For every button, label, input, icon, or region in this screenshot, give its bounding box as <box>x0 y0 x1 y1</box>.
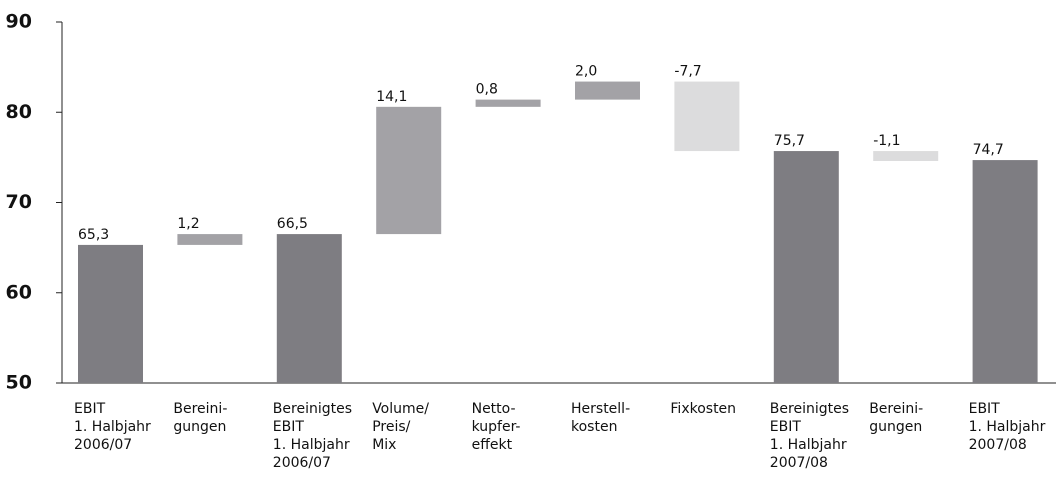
bar <box>575 81 640 100</box>
y-tick-label: 80 <box>6 101 32 123</box>
x-tick-label: Herstell- <box>571 401 630 417</box>
bar <box>78 244 143 383</box>
x-tick-label: 2007/08 <box>770 455 828 471</box>
x-tick-label: 1. Halbjahr <box>969 419 1046 435</box>
x-tick-label: 2006/07 <box>74 437 132 453</box>
x-tick-label: Bereinigtes <box>770 401 849 417</box>
x-tick-label: effekt <box>472 437 513 453</box>
x-tick-label: Preis/ <box>372 419 410 435</box>
x-tick-label: Bereinigtes <box>273 401 352 417</box>
x-tick-label: 1. Halbjahr <box>273 437 350 453</box>
bar <box>376 106 442 235</box>
value-label: 66,5 <box>277 216 308 232</box>
x-tick-label: Volume/ <box>372 401 429 417</box>
value-label: 75,7 <box>774 133 805 149</box>
x-tick-label: Bereini- <box>173 401 227 417</box>
value-label: 14,1 <box>376 89 407 105</box>
x-tick-label: EBIT <box>74 401 106 417</box>
y-tick-label: 60 <box>6 281 32 303</box>
value-label: -1,1 <box>873 133 900 149</box>
x-tick-label: EBIT <box>969 401 1001 417</box>
x-tick-label: Bereini- <box>869 401 923 417</box>
x-tick-label: 2007/08 <box>969 437 1027 453</box>
value-label: 0,8 <box>476 82 498 98</box>
value-label: -7,7 <box>674 64 701 80</box>
bar <box>475 99 541 107</box>
bar <box>177 234 243 245</box>
x-tick-label: kupfer- <box>472 419 521 435</box>
x-tick-label: 1. Halbjahr <box>74 419 151 435</box>
x-tick-label: Netto- <box>472 401 516 417</box>
x-tick-label: Mix <box>372 437 396 453</box>
bar <box>873 151 939 161</box>
bar <box>972 160 1038 383</box>
x-tick-label: gungen <box>173 419 226 435</box>
y-tick-label: 90 <box>6 11 32 33</box>
x-tick-label: Fixkosten <box>670 401 736 417</box>
bar <box>276 234 342 383</box>
x-tick-label: 2006/07 <box>273 455 331 471</box>
y-tick-label: 50 <box>6 372 32 394</box>
bar <box>674 81 740 152</box>
value-label: 74,7 <box>973 142 1004 158</box>
value-label: 1,2 <box>177 216 199 232</box>
value-label: 2,0 <box>575 64 597 80</box>
x-tick-label: 1. Halbjahr <box>770 437 847 453</box>
value-label: 65,3 <box>78 227 109 243</box>
x-tick-label: gungen <box>869 419 922 435</box>
bar <box>773 151 839 383</box>
x-tick-label: EBIT <box>273 419 305 435</box>
y-tick-label: 70 <box>6 191 32 213</box>
x-tick-label: kosten <box>571 419 617 435</box>
x-tick-label: EBIT <box>770 419 802 435</box>
